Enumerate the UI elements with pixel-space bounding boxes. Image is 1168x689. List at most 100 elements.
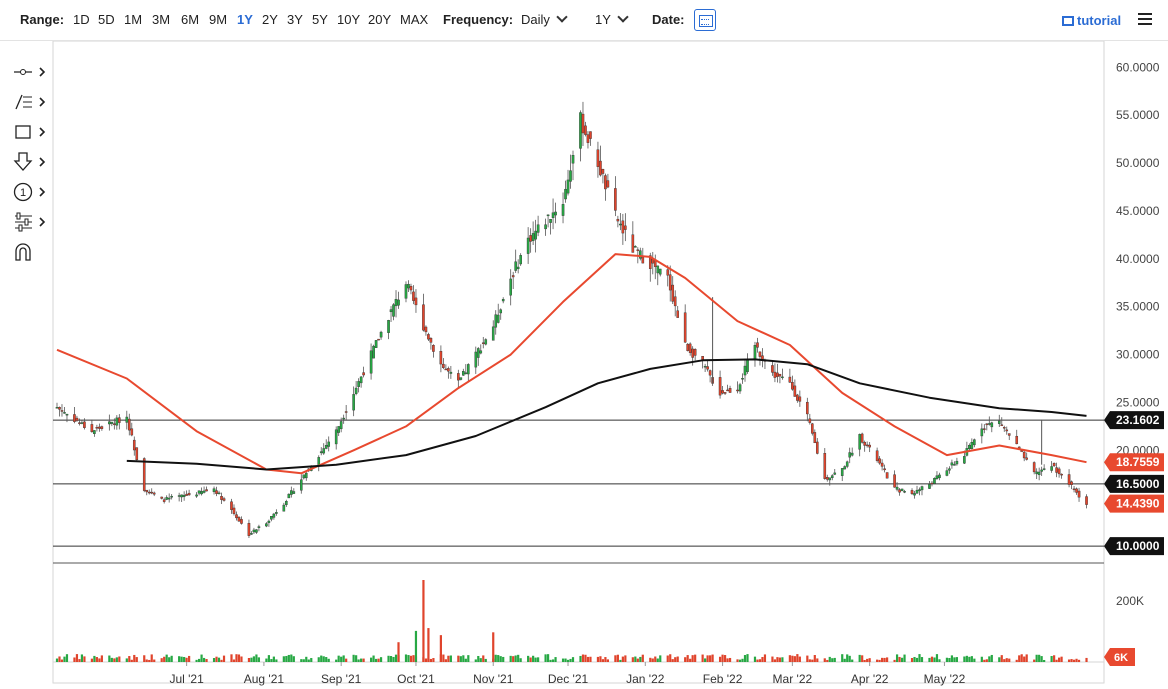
candle-up: [252, 529, 256, 533]
candle-down: [1052, 463, 1056, 467]
volume-bar: [806, 655, 809, 662]
y-tick-label: 50.0000: [1116, 156, 1160, 170]
range-6m-button[interactable]: 6M: [181, 12, 200, 27]
volume-bar: [624, 655, 627, 662]
candle-down: [806, 401, 809, 415]
candle-down: [58, 406, 61, 410]
volume-bar: [270, 659, 273, 662]
candle-up: [200, 491, 203, 495]
range-5y-button[interactable]: 5Y: [312, 12, 328, 27]
candle-up: [379, 331, 383, 338]
volume-bar: [938, 659, 941, 662]
candle-down: [688, 343, 692, 353]
candle-up: [526, 237, 530, 254]
volume-bar: [362, 658, 365, 662]
candle-up: [950, 462, 954, 466]
volume-bar: [160, 658, 163, 662]
volume-bar: [861, 655, 864, 662]
volume-bar: [519, 658, 522, 662]
volume-bar: [883, 657, 886, 662]
magnet-tool[interactable]: [12, 240, 50, 264]
candle-up: [845, 461, 849, 467]
volume-bar: [429, 658, 433, 662]
period-select[interactable]: 1Y: [595, 11, 629, 29]
arrow-tool[interactable]: [12, 150, 50, 174]
range-max-button[interactable]: MAX: [400, 12, 429, 27]
volume-bar: [741, 658, 744, 662]
candle-down: [860, 433, 864, 443]
candle-up: [920, 486, 924, 491]
volume-bar: [163, 656, 166, 662]
candle-down: [160, 496, 163, 499]
range-5d-button[interactable]: 5D: [98, 12, 115, 27]
candle-down: [95, 427, 99, 429]
shapes-tool[interactable]: [12, 120, 50, 144]
volume-bar: [756, 659, 759, 662]
volume-bar: [93, 655, 96, 662]
candle-up: [840, 468, 844, 476]
volume-bar: [728, 657, 732, 662]
volume-bar: [232, 659, 236, 662]
candle-up: [499, 309, 503, 314]
volume-bar: [808, 659, 811, 662]
price-label-text: 14.4390: [1116, 497, 1160, 511]
volume-bar: [467, 655, 470, 662]
range-3y-button[interactable]: 3Y: [287, 12, 303, 27]
volume-bar: [963, 656, 966, 662]
trendline-tool[interactable]: [12, 90, 50, 114]
candle-up: [217, 492, 221, 495]
volume-bar: [479, 658, 482, 662]
settings-sliders-icon: [15, 212, 46, 232]
range-9m-button[interactable]: 9M: [209, 12, 228, 27]
candle-down: [910, 490, 914, 494]
candle-up: [337, 426, 340, 433]
tutorial-link[interactable]: tutorial: [1062, 13, 1121, 28]
volume-bar: [671, 659, 674, 662]
crosshair-tool[interactable]: [12, 60, 50, 84]
volume-bar: [656, 658, 659, 662]
volume-bar: [1067, 659, 1071, 662]
menu-icon[interactable]: [1138, 13, 1152, 25]
volume-bar: [721, 654, 724, 662]
volume-bar: [290, 654, 293, 662]
range-1d-button[interactable]: 1D: [73, 12, 90, 27]
volume-bar: [235, 654, 238, 662]
volume-bar: [250, 657, 253, 662]
candle-up: [997, 420, 1001, 424]
candle-down: [83, 421, 86, 428]
candle-down: [1025, 457, 1028, 460]
range-3m-button[interactable]: 3M: [152, 12, 171, 27]
candle-up: [509, 278, 512, 296]
volume-bar: [282, 656, 285, 662]
candle-up: [536, 224, 540, 233]
candle-down: [706, 366, 709, 370]
candle-down: [414, 297, 418, 306]
candle-down: [127, 418, 131, 431]
range-1y-button[interactable]: 1Y: [237, 12, 253, 27]
candle-down: [60, 410, 64, 412]
candle-up: [945, 470, 949, 476]
volume-bar: [527, 655, 530, 662]
volume-bar: [345, 658, 348, 662]
candle-up: [63, 412, 66, 414]
range-10y-button[interactable]: 10Y: [337, 12, 361, 27]
range-2y-button[interactable]: 2Y: [262, 12, 278, 27]
volume-bar: [202, 657, 206, 662]
marker-tool[interactable]: 1: [12, 180, 50, 204]
candle-up: [1040, 469, 1043, 472]
candle-down: [439, 351, 443, 365]
candle-up: [516, 266, 520, 270]
candle-down: [1057, 468, 1061, 475]
range-20y-button[interactable]: 20Y: [368, 12, 392, 27]
candle-down: [1002, 427, 1006, 429]
range-1m-button[interactable]: 1M: [124, 12, 143, 27]
candle-up: [551, 212, 555, 218]
candle-down: [648, 255, 652, 269]
candle-down: [624, 225, 627, 230]
settings-tool[interactable]: [12, 210, 50, 234]
frequency-select[interactable]: Daily: [521, 11, 568, 29]
candle-up: [110, 421, 114, 424]
calendar-icon[interactable]: [694, 9, 716, 31]
price-chart[interactable]: 60.0000 55.0000 50.0000 45.0000 40.0000 35.00…: [0, 41, 1168, 689]
volume-bar: [457, 655, 460, 662]
